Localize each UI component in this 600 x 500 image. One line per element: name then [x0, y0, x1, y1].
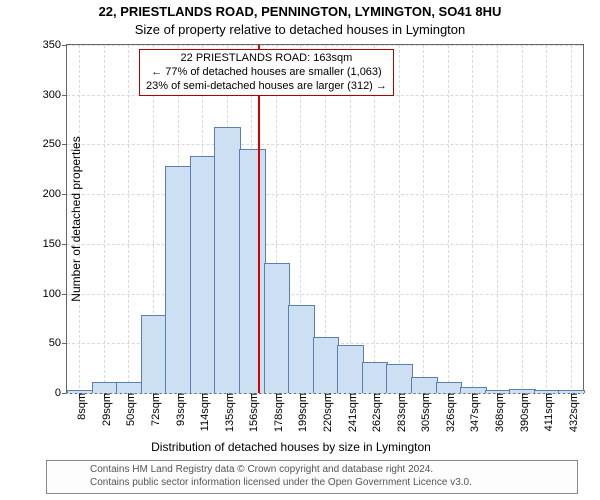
annotation-box: 22 PRIESTLANDS ROAD: 163sqm← 77% of deta… [139, 49, 394, 96]
x-tick-label: 432sqm [562, 393, 580, 432]
grid-line-vertical [472, 45, 473, 393]
grid-line-vertical [423, 45, 424, 393]
y-tick-label: 50 [49, 337, 67, 349]
marker-line [258, 45, 260, 393]
x-tick-label: 8sqm [70, 393, 88, 420]
x-tick-label: 347sqm [463, 393, 481, 432]
histogram-bar [509, 389, 536, 393]
footer-line-2: Contains public sector information licen… [90, 476, 472, 489]
grid-line-vertical [104, 45, 105, 393]
y-tick-label: 200 [43, 188, 67, 200]
histogram-bar [337, 345, 364, 393]
y-axis-label: Number of detached properties [69, 69, 83, 369]
annotation-line-3: 23% of semi-detached houses are larger (… [146, 80, 387, 94]
histogram-bar [288, 305, 315, 393]
y-tick-label: 250 [43, 138, 67, 150]
histogram-bar [534, 390, 561, 393]
x-tick-label: 135sqm [218, 393, 236, 432]
grid-line-vertical [350, 45, 351, 393]
x-tick-label: 411sqm [537, 393, 555, 431]
y-tick-label: 300 [43, 89, 67, 101]
grid-line-vertical [497, 45, 498, 393]
histogram-bar [362, 362, 389, 393]
x-tick-label: 50sqm [119, 393, 137, 426]
x-tick-label: 326sqm [439, 393, 457, 432]
annotation-line-1: 22 PRIESTLANDS ROAD: 163sqm [146, 52, 387, 66]
histogram-bar [436, 382, 463, 393]
histogram-bar [92, 382, 119, 393]
y-tick-label: 350 [43, 39, 67, 51]
x-tick-label: 368sqm [488, 393, 506, 432]
grid-line-vertical [448, 45, 449, 393]
x-tick-label: 72sqm [144, 393, 162, 426]
grid-line-vertical [399, 45, 400, 393]
chart-subtitle: Size of property relative to detached ho… [0, 22, 600, 37]
histogram-bar [67, 390, 94, 393]
chart-title: 22, PRIESTLANDS ROAD, PENNINGTON, LYMING… [0, 4, 600, 19]
x-tick-label: 29sqm [95, 393, 113, 426]
x-tick-label: 283sqm [390, 393, 408, 432]
grid-line-vertical [546, 45, 547, 393]
x-tick-label: 156sqm [242, 393, 260, 432]
x-tick-label: 178sqm [267, 393, 285, 432]
histogram-bar [116, 382, 143, 393]
histogram-bar [313, 337, 340, 393]
footer-line-1: Contains HM Land Registry data © Crown c… [90, 463, 472, 476]
x-tick-label: 199sqm [291, 393, 309, 432]
x-tick-label: 220sqm [316, 393, 334, 432]
x-tick-label: 390sqm [513, 393, 531, 432]
histogram-bar [386, 364, 413, 393]
histogram-bar [264, 263, 291, 393]
x-tick-label: 262sqm [365, 393, 383, 432]
x-tick-label: 114sqm [193, 393, 211, 431]
histogram-bar [165, 166, 192, 393]
histogram-bar [485, 390, 512, 393]
chart-container: 22, PRIESTLANDS ROAD, PENNINGTON, LYMING… [0, 0, 600, 500]
histogram-bar [411, 377, 438, 393]
x-axis-label: Distribution of detached houses by size … [33, 440, 549, 454]
grid-line-vertical [571, 45, 572, 393]
y-tick-label: 0 [55, 387, 67, 399]
annotation-line-2: ← 77% of detached houses are smaller (1,… [146, 66, 387, 80]
y-tick-label: 150 [43, 238, 67, 250]
histogram-bar [190, 156, 217, 393]
footer-text: Contains HM Land Registry data © Crown c… [90, 463, 472, 489]
grid-line-vertical [128, 45, 129, 393]
plot-area: 0501001502002503003508sqm29sqm50sqm72sqm… [66, 44, 584, 394]
x-tick-label: 93sqm [169, 393, 187, 426]
histogram-bar [141, 315, 168, 393]
y-tick-label: 100 [43, 288, 67, 300]
histogram-bar [460, 387, 487, 393]
x-tick-label: 305sqm [414, 393, 432, 432]
histogram-bar [558, 390, 585, 393]
x-tick-label: 241sqm [341, 393, 359, 432]
grid-line-vertical [522, 45, 523, 393]
grid-line-vertical [374, 45, 375, 393]
histogram-bar [214, 127, 241, 393]
histogram-bar [239, 149, 266, 393]
